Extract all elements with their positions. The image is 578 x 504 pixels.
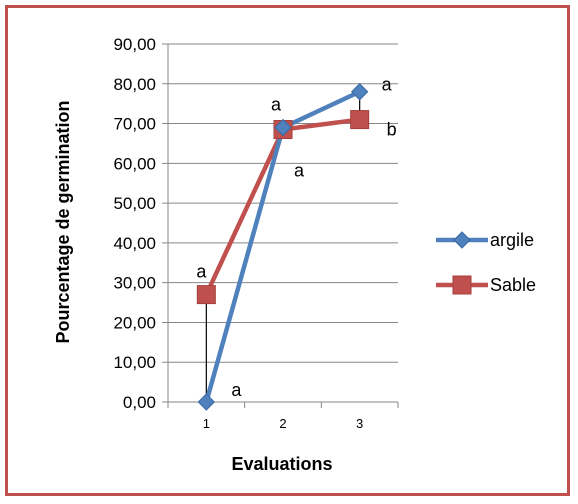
y-tick-label: 30,00 bbox=[113, 274, 156, 293]
y-axis-title: Pourcentage de germination bbox=[53, 100, 73, 343]
y-tick-label: 0,00 bbox=[123, 393, 156, 412]
point-Sable bbox=[196, 285, 216, 305]
y-tick-label: 50,00 bbox=[113, 194, 156, 213]
point-argile bbox=[197, 393, 216, 411]
x-tick-labels: 1 2 3 bbox=[203, 416, 364, 431]
series-lines bbox=[196, 83, 370, 411]
x-axis-title: Evaluations bbox=[231, 454, 332, 474]
x-tick-label: 1 bbox=[203, 416, 210, 431]
point-argile bbox=[274, 118, 292, 137]
significance-label: a bbox=[196, 262, 207, 282]
significance-label: a bbox=[231, 380, 242, 400]
y-tick-label: 80,00 bbox=[113, 75, 156, 94]
legend: argile Sable bbox=[436, 230, 536, 295]
point-argile bbox=[453, 231, 471, 249]
y-tick-label: 90,00 bbox=[113, 35, 156, 54]
significance-label: a bbox=[294, 161, 305, 181]
point-argile bbox=[350, 83, 369, 101]
x-tick-label: 3 bbox=[356, 416, 363, 431]
legend-label: Sable bbox=[490, 275, 536, 295]
y-tick-label: 40,00 bbox=[113, 234, 156, 253]
significance-label: a bbox=[382, 75, 393, 95]
legend-label: argile bbox=[490, 230, 534, 250]
point-Sable bbox=[350, 110, 370, 130]
chart-frame bbox=[5, 5, 570, 496]
y-tick-labels: 0,00 10,00 20,00 30,00 40,00 50,00 60,00 70,00 8… bbox=[113, 35, 156, 412]
y-tick-label: 20,00 bbox=[113, 313, 156, 332]
significance-labels: a a a a a b bbox=[196, 75, 396, 400]
significance-label: a bbox=[271, 95, 282, 115]
y-tick-label: 60,00 bbox=[113, 154, 156, 173]
significance-label: b bbox=[387, 120, 397, 140]
y-tick-label: 70,00 bbox=[113, 115, 156, 134]
point-Sable bbox=[452, 275, 472, 295]
series-line-Sable bbox=[204, 117, 360, 296]
y-tick-label: 10,00 bbox=[113, 353, 156, 372]
x-tick-label: 2 bbox=[279, 416, 286, 431]
